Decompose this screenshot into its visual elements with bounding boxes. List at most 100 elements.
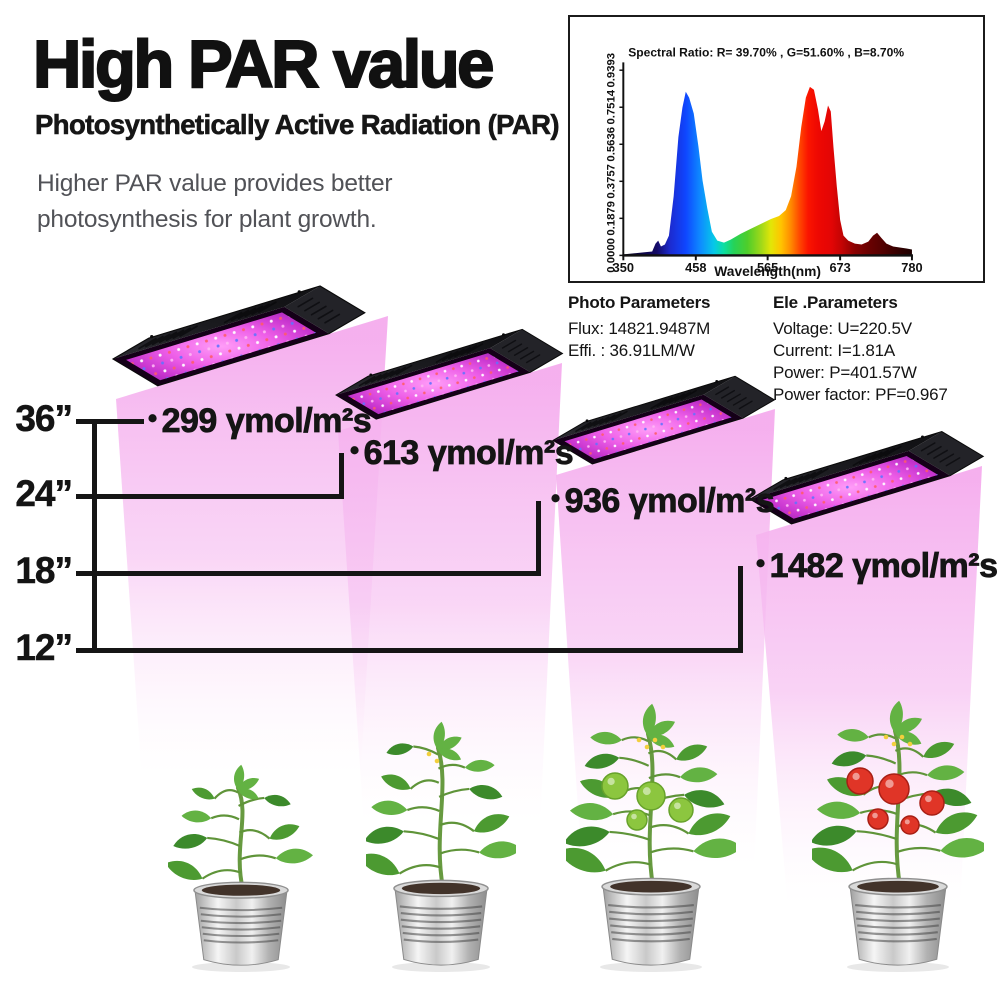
y-tick-label: 0.9393 [605,53,617,88]
page-description: Higher PAR value provides better photosy… [37,166,393,238]
height-label-36: 36” [15,398,73,440]
tomato-fruit [846,767,874,795]
chart-title: Spectral Ratio: R= 39.70% , G=51.60% , B… [628,45,904,59]
electrical-parameters-current: Current: I=1.81A [773,341,896,360]
spectrum-area [623,86,912,256]
plant-leaf [371,800,408,815]
plant-stem [236,786,245,892]
ruler-line-18 [76,571,541,576]
plant-leaf [386,743,414,755]
tomato-fruit [878,773,910,805]
par-label-613: • 613 γmol/m²s [350,434,574,473]
metal-pot [192,881,290,967]
ruler-line-24 [76,494,344,499]
x-tick-label: 673 [829,260,850,275]
spectral-chart-plot: 350 458 565 673 780 0.0000 0.1879 0.3757 0.5636 0… [605,45,922,279]
par-label-299: • 299 γmol/m²s [148,402,372,441]
electrical-parameters-power-factor: Power factor: PF=0.967 [773,385,948,404]
y-tick-label: 0.5636 [605,127,617,162]
par-value: 1482 [769,547,844,586]
ruler-line-12 [76,648,743,653]
plant-leaf [812,847,853,873]
electrical-parameters-heading: Ele .Parameters [773,293,898,312]
ruler-riser-18 [536,501,541,576]
tomato-plant-2 [366,721,516,972]
bullet-icon: • [551,483,561,514]
par-unit: γmol/m²s [225,402,372,441]
x-tick-label: 565 [757,260,778,275]
tomato-fruit [919,790,945,816]
photo-parameters-flux: Flux: 14821.9487M [568,319,711,338]
plant-flower [883,734,889,740]
plant-leaf [837,729,869,742]
plant-flower [434,758,440,764]
plant-leaf [464,759,495,772]
plant-leaf [191,787,215,800]
plant-leaf [173,833,208,849]
plant-leaf [676,744,708,761]
plant-leaf [927,765,965,781]
plant-leaf [275,848,313,864]
y-tick-label: 0.7514 [605,89,617,124]
plant-leaf [473,814,510,833]
plant-leaf [366,826,404,844]
metal-pot [847,877,949,967]
x-tick-label: 458 [685,260,706,275]
ruler-main-vertical-line [92,421,97,653]
metal-pot [392,879,490,967]
y-tick-label: 0.3757 [605,164,617,199]
tomato-fruit [601,772,629,800]
metal-pot [600,877,702,967]
plant-leaf [816,801,861,819]
photo-parameters: Photo Parameters Flux: 14821.9487M Effi.… [568,292,710,362]
height-label-12: 12” [15,627,73,669]
plant-flower [652,737,658,743]
plant-leaf [366,853,400,876]
x-tick-label: 780 [901,260,922,275]
plant-stem [436,746,445,890]
plant-leaf [566,847,606,873]
tomato-fruit [668,797,694,823]
plant-flower [644,744,650,750]
tomato-fruit [636,781,666,811]
ruler-riser-12 [738,566,743,653]
grow-light-3 [552,375,776,465]
par-value: 613 [363,434,420,473]
spectral-chart: 350 458 565 673 780 0.0000 0.1879 0.3757 0.5636 0… [568,15,985,283]
photo-parameters-heading: Photo Parameters [568,293,711,312]
light-beam-1 [116,316,388,782]
grow-light-1 [112,285,366,387]
grow-light-4 [749,430,985,525]
tomato-fruit [867,808,889,830]
plant-leaf [181,810,212,823]
electrical-parameters-power: Power: P=401.57W [773,363,917,382]
ruler-riser-24 [339,453,344,499]
tomato-plant-1 [168,764,313,972]
par-unit: γmol/m²s [427,434,574,473]
bullet-icon: • [148,403,158,434]
plant-leaf [940,838,984,858]
tomato-fruit [626,809,648,831]
plant-flower [426,751,432,757]
plant-leaf [812,825,857,846]
plant-leaf [688,813,731,836]
page-title: High PAR value [32,26,495,103]
electrical-parameters-voltage: Voltage: U=220.5V [773,319,912,338]
x-tick-label: 350 [613,260,634,275]
tomato-plant-3 [566,703,736,972]
plant-flower [907,741,913,747]
par-label-936: • 936 γmol/m²s [551,482,775,521]
plant-leaf [935,812,978,835]
photo-parameters-efficiency: Effi. : 36.91LM/W [568,341,695,360]
y-tick-label: 0.0000 [605,238,617,273]
height-label-24: 24” [15,473,73,515]
page-subtitle: Photosynthetically Active Radiation (PAR… [35,109,560,141]
bullet-icon: • [756,548,766,579]
plant-leaf [684,790,725,808]
plant-leaf [269,824,300,840]
tomato-plant-4 [812,700,984,972]
plant-leaf [381,774,411,790]
plant-leaf [168,860,203,880]
plant-leaf [566,826,610,847]
height-label-18: 18” [15,550,73,592]
